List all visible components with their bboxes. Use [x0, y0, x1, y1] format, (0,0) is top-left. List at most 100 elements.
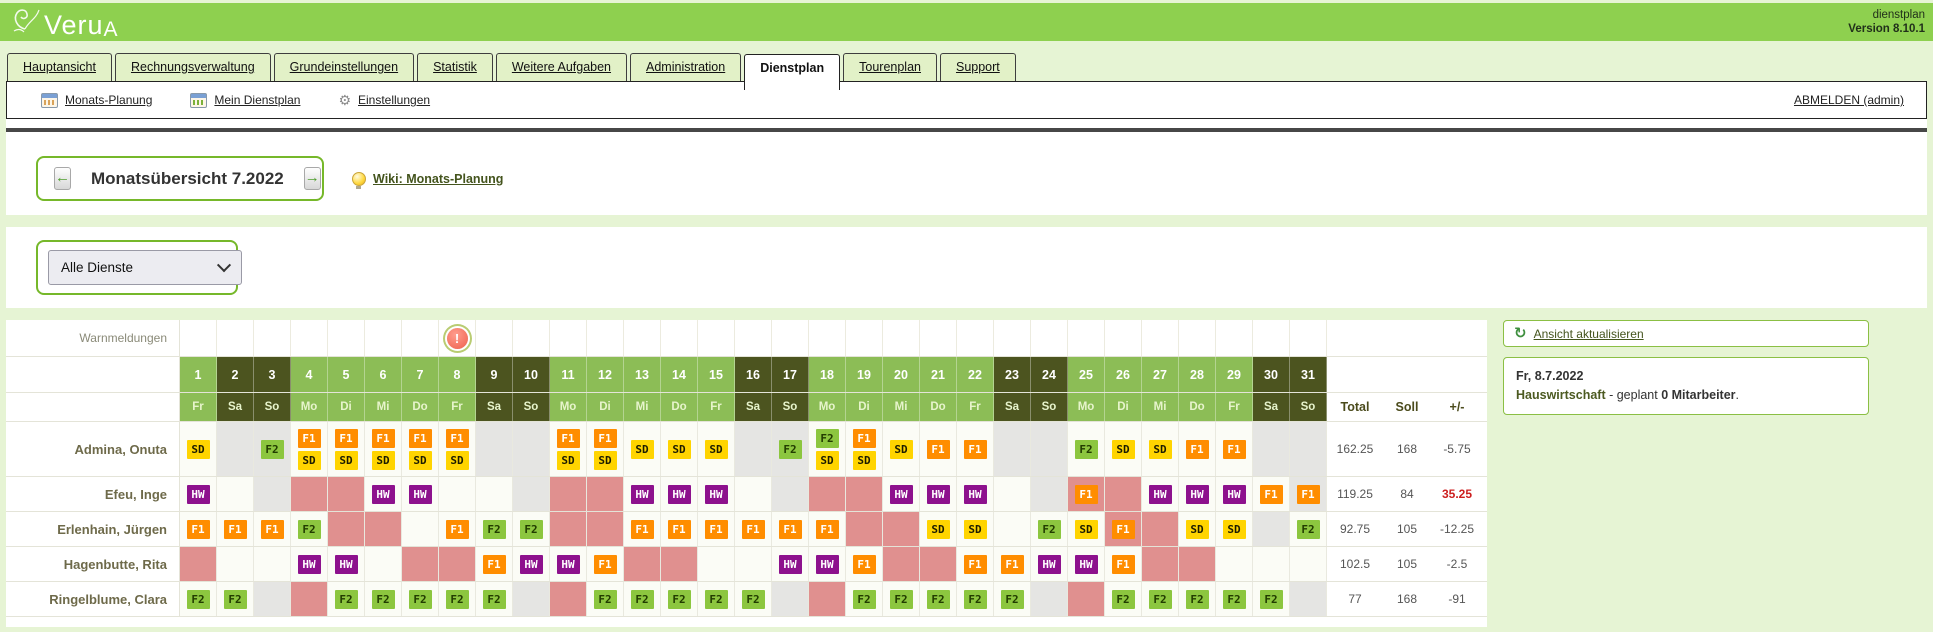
tab-rechnungsverwaltung[interactable]: Rechnungsverwaltung [114, 53, 271, 81]
shift-cell-day-4[interactable]: HW [291, 547, 328, 581]
shift-cell-day-15[interactable] [698, 547, 735, 581]
toolbar-item-mein-dienstplan[interactable]: Mein Dienstplan [190, 92, 301, 108]
shift-cell-day-25[interactable]: HW [1068, 547, 1105, 581]
shift-cell-day-11[interactable] [550, 512, 587, 546]
shift-cell-day-14[interactable] [661, 547, 698, 581]
shift-cell-day-4[interactable] [291, 582, 328, 616]
shift-cell-day-8[interactable] [439, 547, 476, 581]
toolbar-link-mein-dienstplan[interactable]: Mein Dienstplan [214, 93, 301, 107]
shift-cell-day-31[interactable] [1290, 422, 1327, 476]
shift-cell-day-28[interactable]: F1 [1179, 422, 1216, 476]
prev-month-button[interactable]: ← [54, 167, 71, 190]
shift-cell-day-10[interactable] [513, 582, 550, 616]
shift-cell-day-21[interactable]: F1 [920, 422, 957, 476]
shift-cell-day-2[interactable] [217, 547, 254, 581]
shift-cell-day-1[interactable]: F2 [180, 582, 217, 616]
logout-link[interactable]: ABMELDEN (admin) [1793, 93, 1904, 107]
shift-cell-day-3[interactable] [254, 547, 291, 581]
shift-cell-day-2[interactable] [217, 477, 254, 511]
shift-cell-day-15[interactable]: SD [698, 422, 735, 476]
shift-cell-day-23[interactable] [994, 422, 1031, 476]
shift-cell-day-20[interactable]: HW [883, 477, 920, 511]
toolbar-link-einstellungen[interactable]: Einstellungen [358, 93, 431, 107]
shift-cell-day-31[interactable]: F1 [1290, 477, 1327, 511]
shift-cell-day-18[interactable]: HW [809, 547, 846, 581]
shift-cell-day-7[interactable]: F1 SD [402, 422, 439, 476]
shift-cell-day-20[interactable]: SD [883, 422, 920, 476]
shift-cell-day-13[interactable]: SD [624, 422, 661, 476]
shift-cell-day-2[interactable] [217, 422, 254, 476]
shift-cell-day-6[interactable]: F1 SD [365, 422, 402, 476]
shift-cell-day-2[interactable]: F2 [217, 582, 254, 616]
shift-cell-day-4[interactable]: F2 [291, 512, 328, 546]
shift-cell-day-14[interactable]: SD [661, 422, 698, 476]
shift-cell-day-24[interactable]: HW [1031, 547, 1068, 581]
shift-cell-day-6[interactable] [365, 512, 402, 546]
toolbar-link-monats-planung[interactable]: Monats-Planung [65, 93, 153, 107]
shift-cell-day-23[interactable]: F2 [994, 582, 1031, 616]
wiki-link[interactable]: Wiki: Monats-Planung [373, 171, 504, 186]
shift-cell-day-9[interactable]: F2 [476, 582, 513, 616]
shift-cell-day-25[interactable]: F1 [1068, 477, 1105, 511]
shift-cell-day-12[interactable]: F2 [587, 582, 624, 616]
shift-cell-day-28[interactable]: F2 [1179, 582, 1216, 616]
shift-cell-day-12[interactable]: F1 [587, 547, 624, 581]
shift-cell-day-2[interactable]: F1 [217, 512, 254, 546]
shift-cell-day-25[interactable]: SD [1068, 512, 1105, 546]
shift-cell-day-19[interactable] [846, 512, 883, 546]
shift-cell-day-29[interactable]: HW [1216, 477, 1253, 511]
shift-cell-day-24[interactable] [1031, 422, 1068, 476]
shift-cell-day-17[interactable] [772, 477, 809, 511]
shift-cell-day-14[interactable]: HW [661, 477, 698, 511]
shift-cell-day-22[interactable]: F2 [957, 582, 994, 616]
shift-cell-day-7[interactable]: HW [402, 477, 439, 511]
shift-cell-day-20[interactable] [883, 547, 920, 581]
shift-cell-day-30[interactable]: F2 [1253, 582, 1290, 616]
shift-cell-day-5[interactable] [328, 477, 365, 511]
shift-cell-day-10[interactable] [513, 477, 550, 511]
shift-cell-day-3[interactable]: F1 [254, 512, 291, 546]
employee-name[interactable]: Hagenbutte, Rita [6, 547, 180, 581]
shift-cell-day-16[interactable]: F2 [735, 582, 772, 616]
shift-cell-day-1[interactable]: HW [180, 477, 217, 511]
shift-cell-day-29[interactable]: SD [1216, 512, 1253, 546]
tab-weitere-aufgaben[interactable]: Weitere Aufgaben [495, 53, 628, 81]
shift-cell-day-17[interactable]: F2 [772, 422, 809, 476]
shift-cell-day-26[interactable]: F1 [1105, 547, 1142, 581]
shift-cell-day-21[interactable]: F2 [920, 582, 957, 616]
shift-cell-day-9[interactable] [476, 422, 513, 476]
refresh-view-link[interactable]: Ansicht aktualisieren [1533, 326, 1644, 341]
shift-cell-day-13[interactable]: F1 [624, 512, 661, 546]
shift-cell-day-30[interactable] [1253, 547, 1290, 581]
employee-name[interactable]: Erlenhain, Jürgen [6, 512, 180, 546]
tab-dienstplan[interactable]: Dienstplan [744, 54, 841, 90]
shift-cell-day-31[interactable] [1290, 582, 1327, 616]
shift-cell-day-1[interactable]: SD [180, 422, 217, 476]
shift-cell-day-3[interactable] [254, 477, 291, 511]
shift-cell-day-26[interactable] [1105, 477, 1142, 511]
shift-cell-day-24[interactable] [1031, 477, 1068, 511]
shift-cell-day-17[interactable]: HW [772, 547, 809, 581]
shift-cell-day-18[interactable]: F1 [809, 512, 846, 546]
employee-name[interactable]: Ringelblume, Clara [6, 582, 180, 616]
shift-cell-day-27[interactable] [1142, 547, 1179, 581]
shift-cell-day-26[interactable]: F1 [1105, 512, 1142, 546]
shift-cell-day-19[interactable] [846, 477, 883, 511]
employee-name[interactable]: Admina, Onuta [6, 422, 180, 476]
shift-cell-day-12[interactable] [587, 477, 624, 511]
shift-cell-day-15[interactable]: HW [698, 477, 735, 511]
shift-cell-day-20[interactable] [883, 512, 920, 546]
shift-cell-day-23[interactable] [994, 512, 1031, 546]
shift-cell-day-28[interactable]: SD [1179, 512, 1216, 546]
shift-cell-day-19[interactable]: F1 [846, 547, 883, 581]
tab-grundeinstellungen[interactable]: Grundeinstellungen [273, 53, 415, 81]
shift-cell-day-17[interactable]: F1 [772, 512, 809, 546]
toolbar-item-monats-planung[interactable]: Monats-Planung [41, 92, 153, 108]
shift-cell-day-23[interactable]: F1 [994, 547, 1031, 581]
shift-cell-day-18[interactable] [809, 477, 846, 511]
shift-cell-day-14[interactable]: F1 [661, 512, 698, 546]
shift-cell-day-29[interactable]: F1 [1216, 422, 1253, 476]
shift-cell-day-9[interactable]: F1 [476, 547, 513, 581]
shift-cell-day-31[interactable]: F2 [1290, 512, 1327, 546]
tab-tourenplan[interactable]: Tourenplan [843, 53, 937, 81]
